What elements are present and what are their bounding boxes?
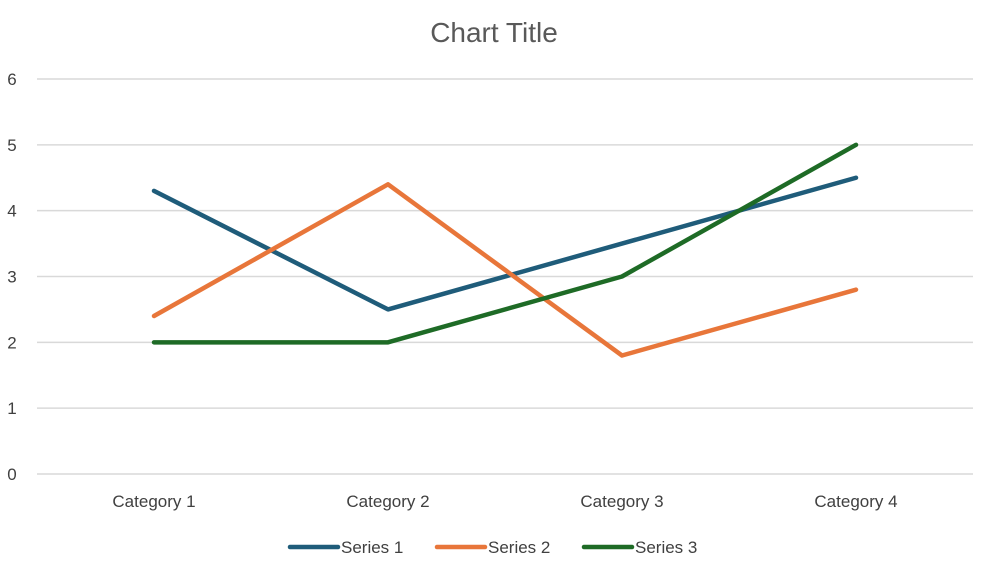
- x-tick-label: Category 1: [112, 492, 195, 511]
- series-line-3: [151, 142, 859, 345]
- y-tick-label: 2: [7, 333, 16, 352]
- legend-label: Series 1: [341, 538, 403, 557]
- x-axis-ticks: Category 1 Category 2 Category 3 Category 4: [112, 492, 897, 511]
- legend-label: Series 2: [488, 538, 550, 557]
- y-tick-label: 6: [7, 70, 16, 89]
- x-tick-label: Category 3: [580, 492, 663, 511]
- x-tick-label: Category 4: [814, 492, 897, 511]
- x-tick-label: Category 2: [346, 492, 429, 511]
- series-lines: [151, 142, 859, 358]
- legend-label: Series 3: [635, 538, 697, 557]
- series-line-1: [151, 175, 859, 312]
- y-tick-label: 5: [7, 136, 16, 155]
- chart-title: Chart Title: [430, 17, 558, 48]
- legend: Series 1 Series 2 Series 3: [287, 538, 697, 557]
- y-axis-ticks: 0 1 2 3 4 5 6: [7, 70, 16, 484]
- y-tick-label: 0: [7, 465, 16, 484]
- y-tick-label: 1: [7, 399, 16, 418]
- y-tick-label: 3: [7, 268, 16, 287]
- series-line-2: [151, 182, 859, 358]
- y-tick-label: 4: [7, 202, 16, 221]
